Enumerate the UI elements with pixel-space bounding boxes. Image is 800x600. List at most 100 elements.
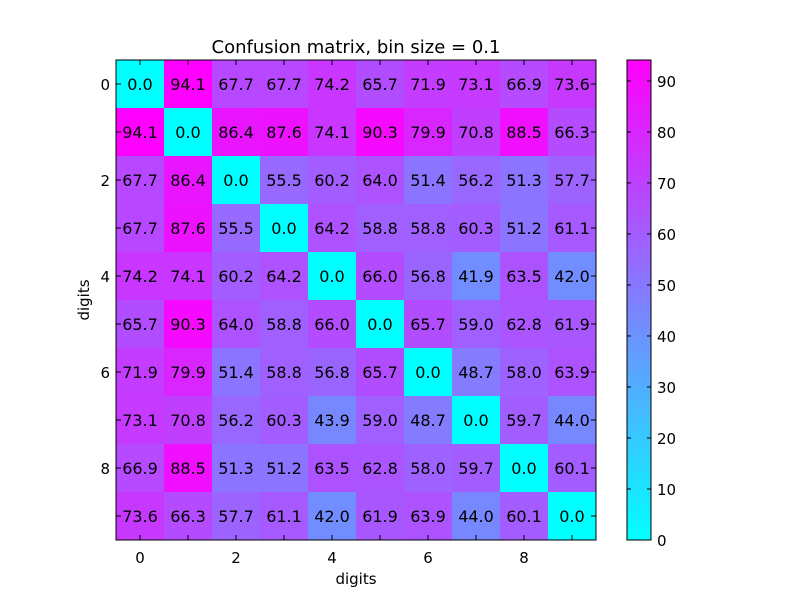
cell-value-label: 86.4 xyxy=(170,171,206,190)
y-tick-label: 8 xyxy=(100,460,110,478)
heatmap-cell xyxy=(164,492,213,541)
cell-value-label: 0.0 xyxy=(175,123,200,142)
cell-value-label: 60.3 xyxy=(266,411,302,430)
cell-value-label: 0.0 xyxy=(223,171,248,190)
heatmap-cell xyxy=(452,252,501,301)
heatmap-cell xyxy=(356,492,405,541)
heatmap-cell xyxy=(404,492,453,541)
cell-value-label: 65.7 xyxy=(410,315,446,334)
cell-value-label: 63.9 xyxy=(554,363,590,382)
heatmap-cell xyxy=(116,252,165,301)
heatmap-cell xyxy=(212,396,261,445)
cell-value-label: 60.1 xyxy=(506,507,542,526)
cell-value-label: 64.0 xyxy=(362,171,398,190)
cell-value-label: 60.2 xyxy=(218,267,254,286)
cell-value-label: 86.4 xyxy=(218,123,254,142)
cell-value-label: 74.2 xyxy=(122,267,158,286)
cell-value-label: 62.8 xyxy=(362,459,398,478)
heatmap-cell xyxy=(260,348,309,397)
heatmap-cell xyxy=(308,60,357,109)
cell-value-label: 0.0 xyxy=(559,507,584,526)
cell-value-label: 67.7 xyxy=(266,75,302,94)
cell-value-label: 90.3 xyxy=(170,315,206,334)
heatmap-cell xyxy=(308,252,357,301)
colorbar-tick-label: 90 xyxy=(657,73,676,91)
cell-value-label: 60.3 xyxy=(458,219,494,238)
cell-value-label: 42.0 xyxy=(314,507,350,526)
cell-value-label: 48.7 xyxy=(410,411,446,430)
heatmap-cell xyxy=(500,300,549,349)
heatmap-cell xyxy=(212,60,261,109)
heatmap-cell xyxy=(548,396,597,445)
heatmap-cell xyxy=(548,300,597,349)
heatmap-cell xyxy=(164,204,213,253)
heatmap-cell xyxy=(260,444,309,493)
heatmap-cell xyxy=(260,252,309,301)
cell-value-label: 0.0 xyxy=(271,219,296,238)
cell-value-label: 73.6 xyxy=(122,507,158,526)
heatmap-cell xyxy=(212,156,261,205)
heatmap-cell xyxy=(356,204,405,253)
chart-title: Confusion matrix, bin size = 0.1 xyxy=(212,37,501,58)
colorbar-tick-label: 20 xyxy=(657,430,676,448)
heatmap-cell xyxy=(116,300,165,349)
colorbar-ticks: 0 10 20 30 40 50 60 70 80 90 xyxy=(627,73,676,550)
cell-value-label: 65.7 xyxy=(122,315,158,334)
heatmap-cell xyxy=(116,444,165,493)
cell-value-label: 67.7 xyxy=(122,171,158,190)
heatmap-cell xyxy=(500,156,549,205)
heatmap-cell xyxy=(116,156,165,205)
colorbar-tick-label: 10 xyxy=(657,481,676,499)
cell-value-label: 66.0 xyxy=(362,267,398,286)
cell-value-label: 0.0 xyxy=(127,75,152,94)
cell-value-label: 66.3 xyxy=(170,507,206,526)
cell-value-label: 67.7 xyxy=(218,75,254,94)
cell-value-label: 60.2 xyxy=(314,171,350,190)
cell-value-label: 56.8 xyxy=(410,267,446,286)
heatmap-cell xyxy=(356,252,405,301)
colorbar-tick-label: 70 xyxy=(657,175,676,193)
heatmap-cell xyxy=(356,300,405,349)
heatmap-cell xyxy=(308,492,357,541)
cell-value-label: 48.7 xyxy=(458,363,494,382)
y-tick-label: 6 xyxy=(100,364,110,382)
heatmap-cell xyxy=(212,300,261,349)
heatmap-cell xyxy=(308,108,357,157)
heatmap-cell xyxy=(212,204,261,253)
y-tick-label: 2 xyxy=(100,172,110,190)
heatmap-cell xyxy=(260,396,309,445)
cell-value-label: 94.1 xyxy=(122,123,158,142)
heatmap-cell xyxy=(548,252,597,301)
heatmap-cell xyxy=(404,444,453,493)
cell-value-label: 55.5 xyxy=(266,171,302,190)
heatmap-cell xyxy=(356,396,405,445)
heatmap-cell xyxy=(260,300,309,349)
cell-value-label: 42.0 xyxy=(554,267,590,286)
cell-value-label: 61.1 xyxy=(554,219,590,238)
heatmap-cell xyxy=(116,396,165,445)
cell-value-label: 57.7 xyxy=(554,171,590,190)
heatmap-cell xyxy=(500,252,549,301)
colorbar xyxy=(626,59,652,541)
heatmap-cell xyxy=(308,300,357,349)
cell-value-label: 87.6 xyxy=(170,219,206,238)
heatmap-cell xyxy=(116,108,165,157)
heatmap-cell xyxy=(356,108,405,157)
colorbar-tick-label: 50 xyxy=(657,277,676,295)
heatmap-cell xyxy=(164,156,213,205)
cell-value-label: 43.9 xyxy=(314,411,350,430)
heatmap-cell xyxy=(260,60,309,109)
heatmap-cell xyxy=(356,156,405,205)
heatmap-cell xyxy=(452,204,501,253)
heatmap-cell xyxy=(164,396,213,445)
colorbar-tick-label: 30 xyxy=(657,379,676,397)
heatmap-cell xyxy=(164,444,213,493)
heatmap-cell xyxy=(404,108,453,157)
x-axis-label: digits xyxy=(335,570,376,588)
cell-value-label: 66.9 xyxy=(506,75,542,94)
cell-value-label: 70.8 xyxy=(458,123,494,142)
heatmap-cell xyxy=(356,444,405,493)
cell-value-label: 61.9 xyxy=(554,315,590,334)
cell-value-label: 58.0 xyxy=(410,459,446,478)
cell-value-label: 55.5 xyxy=(218,219,254,238)
